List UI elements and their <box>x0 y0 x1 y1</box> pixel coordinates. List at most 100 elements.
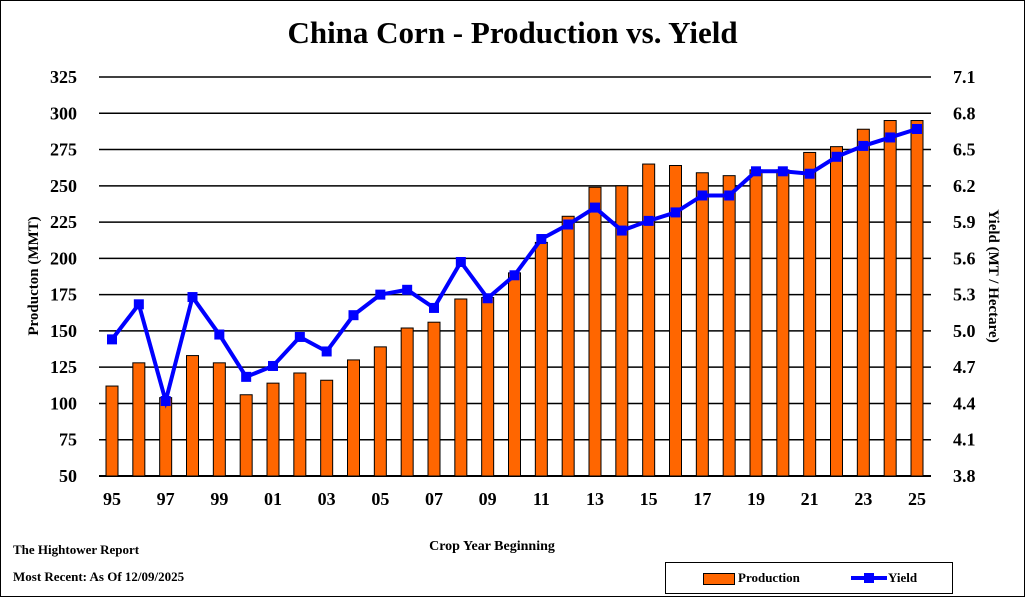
yield-point <box>509 270 520 281</box>
production-bar <box>722 175 736 477</box>
yield-point <box>160 396 171 407</box>
plot-area: 50 75 100 125 150 175 200 225 250 275 300 325 3.8 4.1… <box>26 67 1001 509</box>
legend: Production Yield <box>665 562 953 594</box>
production-bar <box>830 146 843 477</box>
production-bar <box>347 359 360 477</box>
production-bar <box>803 151 817 477</box>
y-left-tick-label: 125 <box>50 357 77 377</box>
legend-yield-swatch <box>851 573 887 583</box>
y-left-tick-label: 175 <box>50 285 77 305</box>
y-right-tick-label: 5.3 <box>953 285 976 305</box>
production-bar <box>159 397 173 477</box>
production-bar <box>883 120 897 477</box>
y-right-tick-label: 6.5 <box>953 140 976 160</box>
production-bar <box>293 372 307 477</box>
production-bar <box>105 385 119 477</box>
y-right-tick-label: 6.2 <box>953 176 976 196</box>
y-left-tick-label: 50 <box>59 466 77 486</box>
x-tick-label: 03 <box>318 489 336 509</box>
y-right-tick-label: 4.7 <box>953 357 976 377</box>
yield-point <box>536 234 547 245</box>
recent-date-label: Most Recent: As Of 12/09/2025 <box>13 569 185 584</box>
chart-title: China Corn - Production vs. Yield <box>287 15 738 50</box>
x-tick-label: 13 <box>586 489 604 509</box>
y-left-axis-label: Producton (MMT) <box>26 216 42 335</box>
x-tick-label: 17 <box>693 489 711 509</box>
production-bar <box>266 382 280 477</box>
source-label: The Hightower Report <box>13 542 140 557</box>
yield-point <box>187 292 198 303</box>
x-tick-label: 09 <box>479 489 497 509</box>
x-tick-label: 21 <box>801 489 819 509</box>
y-left-tick-label: 150 <box>50 321 77 341</box>
x-tick-label: 25 <box>908 489 926 509</box>
yield-point <box>482 293 493 304</box>
production-bar <box>749 169 763 477</box>
y-left-tick-label: 325 <box>50 67 77 87</box>
production-bar <box>427 321 441 477</box>
yield-point <box>643 215 654 226</box>
y-left-tick-label: 225 <box>50 212 77 232</box>
y-right-tick-label: 5.0 <box>953 321 976 341</box>
x-tick-label: 05 <box>371 489 389 509</box>
yield-point <box>214 329 225 340</box>
yield-point <box>348 310 359 321</box>
x-tick-label: 95 <box>103 489 121 509</box>
y-left-tick-label: 250 <box>50 176 77 196</box>
y-left-tick-label: 275 <box>50 140 77 160</box>
x-axis-label: Crop Year Beginning <box>429 539 555 554</box>
x-tick-label: 01 <box>264 489 282 509</box>
yield-point <box>429 302 439 313</box>
production-bar <box>910 120 924 477</box>
production-bar <box>588 186 602 477</box>
y-right-tick-label: 4.1 <box>953 430 976 450</box>
yield-point <box>268 360 278 371</box>
yield-point <box>697 190 708 201</box>
legend-production-swatch <box>703 573 735 585</box>
yield-point <box>724 190 735 201</box>
y-left-tick-label: 75 <box>59 430 77 450</box>
x-tick-label: 11 <box>533 489 550 509</box>
yield-point <box>321 346 332 357</box>
yield-point <box>885 132 896 143</box>
yield-point <box>858 140 869 151</box>
yield-point <box>616 225 627 236</box>
x-tick-label: 99 <box>210 489 228 509</box>
production-bar <box>508 272 521 477</box>
production-bar <box>454 298 468 477</box>
yield-point <box>804 168 815 179</box>
yield-point <box>107 334 117 345</box>
yield-point <box>777 166 788 177</box>
x-tick-label: 97 <box>157 489 175 509</box>
y-right-tick-label: 4.4 <box>953 393 976 413</box>
x-tick-label: 15 <box>640 489 658 509</box>
production-bar <box>320 379 334 477</box>
y-right-tick-label: 5.6 <box>953 248 976 268</box>
y-right-axis-label: Yield (MT / Hectare) <box>985 209 1001 342</box>
yield-point <box>294 331 305 342</box>
production-bar <box>695 172 709 477</box>
yield-point <box>402 284 413 295</box>
legend-production-label: Production <box>738 570 800 585</box>
legend-yield-label: Yield <box>888 570 918 585</box>
yield-point <box>241 371 252 382</box>
production-bar <box>132 362 146 477</box>
yield-point <box>670 207 681 218</box>
y-left-tick-label: 200 <box>50 248 77 268</box>
x-tick-label: 07 <box>425 489 443 509</box>
yield-point <box>455 256 466 267</box>
y-right-tick-label: 3.8 <box>953 466 976 486</box>
production-bar <box>212 362 226 477</box>
y-left-tick-label: 300 <box>50 103 77 123</box>
production-bar <box>534 241 548 477</box>
x-tick-label: 19 <box>747 489 765 509</box>
yield-point <box>751 166 761 177</box>
production-bar <box>239 394 253 477</box>
yield-point <box>912 123 922 134</box>
y-right-tick-label: 7.1 <box>953 67 976 87</box>
yield-point <box>563 219 574 230</box>
y-right-tick-label: 6.8 <box>953 103 976 123</box>
production-bar <box>856 128 870 477</box>
x-tick-label: 23 <box>854 489 872 509</box>
